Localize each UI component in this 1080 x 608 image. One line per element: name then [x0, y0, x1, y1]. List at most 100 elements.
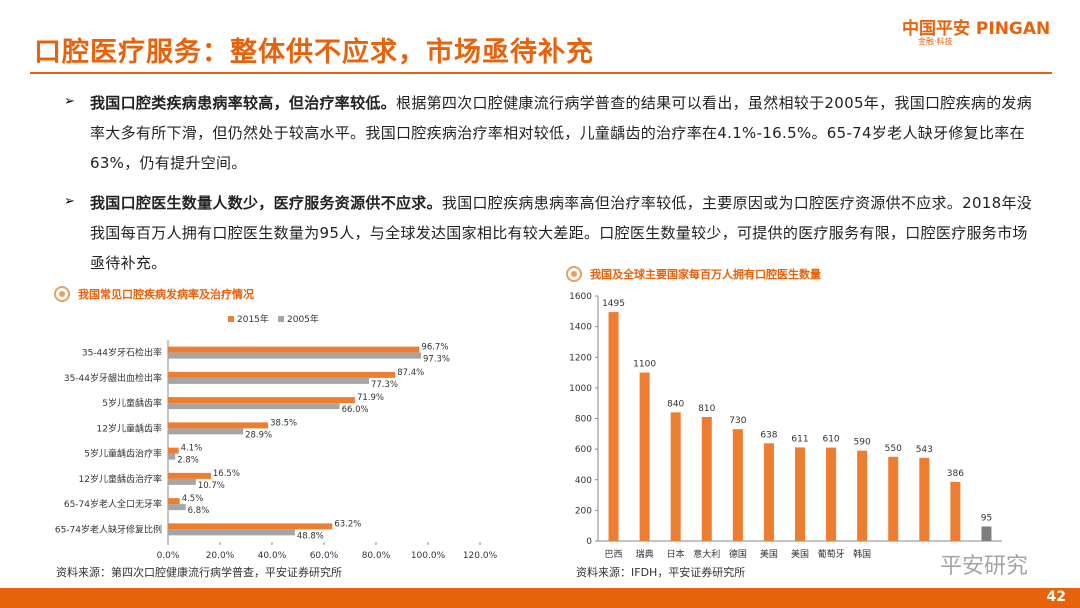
- bar: [857, 450, 868, 541]
- value-label: 840: [667, 399, 684, 409]
- value-label: 1495: [602, 299, 625, 309]
- bullet: 我国口腔医生数量人数少，医疗服务资源供不应求。我国口腔疾病患病率高但治疗率较低，…: [90, 188, 1035, 278]
- bar: [670, 412, 681, 541]
- bar: [950, 481, 961, 541]
- value-label: 386: [947, 469, 964, 479]
- bar: [795, 447, 805, 541]
- bar: [608, 312, 619, 541]
- x-tick-label: 40.0%: [258, 551, 287, 561]
- bar: [701, 416, 712, 541]
- y-tick-label: 65-74岁老人缺牙修复比例: [55, 523, 162, 535]
- y-tick-label: 5岁儿童龋齿治疗率: [84, 448, 162, 460]
- x-tick-label: 美国: [791, 548, 809, 560]
- value-label: 4.5%: [182, 494, 204, 504]
- y-tick-label: 5岁儿童龋齿率: [102, 397, 162, 409]
- title-icon: [59, 291, 65, 297]
- x-tick-label: 60.0%: [310, 551, 339, 561]
- y-tick-label: 600: [575, 445, 592, 455]
- y-tick-label: 200: [575, 506, 592, 516]
- x-tick-label: 120.0%: [463, 551, 498, 561]
- y-tick-label: 400: [575, 476, 592, 486]
- legend-label: 2005年: [287, 313, 319, 325]
- logo-sub: 金融·科技: [918, 37, 953, 46]
- bullet-bold: 我国口腔类疾病患病率较高，但治疗率较低。: [90, 94, 397, 112]
- legend-label: 2015年: [237, 313, 269, 325]
- bar: [168, 422, 269, 429]
- value-label: 6.8%: [188, 506, 210, 516]
- y-tick-label: 1200: [569, 353, 592, 363]
- title-icon: [54, 286, 70, 302]
- title-rule: [30, 72, 1052, 74]
- watermark: 平安研究: [940, 554, 1029, 579]
- bar: [168, 397, 355, 404]
- x-tick-label: 意大利: [693, 548, 720, 560]
- y-tick-label: 1400: [569, 323, 592, 333]
- title-icon: [566, 266, 582, 282]
- bar: [168, 428, 244, 435]
- bar: [168, 498, 180, 505]
- y-tick-label: 35-44岁牙石检出率: [82, 347, 162, 359]
- value-label: 63.2%: [334, 519, 361, 529]
- bar: [168, 352, 421, 359]
- value-label: 77.3%: [371, 380, 398, 390]
- y-tick-label: 12岁儿童龋齿治疗率: [79, 473, 162, 485]
- value-label: 611: [791, 434, 808, 444]
- bar: [919, 457, 930, 541]
- value-label: 638: [760, 430, 777, 440]
- value-label: 28.9%: [245, 430, 272, 440]
- value-label: 543: [916, 445, 933, 455]
- value-label: 16.5%: [213, 469, 240, 479]
- value-label: 96.7%: [421, 343, 448, 353]
- bar: [168, 403, 340, 410]
- x-tick-label: 瑞典: [636, 548, 654, 560]
- bar: [981, 526, 992, 541]
- value-label: 550: [885, 444, 902, 454]
- value-label: 1100: [633, 360, 656, 370]
- bar: [732, 429, 743, 541]
- bar: [168, 447, 179, 454]
- y-tick-label: 0: [586, 537, 592, 547]
- footer-bar: [0, 588, 1080, 608]
- bar: [168, 453, 176, 460]
- value-label: 610: [822, 435, 839, 445]
- bar: [168, 504, 186, 511]
- y-tick-label: 12岁儿童龋齿率: [97, 422, 162, 434]
- legend-swatch: [278, 316, 284, 322]
- chart-title: 我国及全球主要国家每百万人拥有口腔医生数量: [590, 267, 821, 281]
- x-tick-label: 德国: [729, 548, 747, 560]
- bar: [639, 372, 650, 541]
- y-tick-label: 35-44岁牙龈出血检出率: [64, 372, 162, 384]
- page-number: 42: [1046, 589, 1066, 605]
- source: 资料来源：第四次口腔健康流行病学普查，平安证券研究所: [56, 565, 342, 579]
- y-tick-label: 1000: [569, 384, 592, 394]
- bar: [168, 377, 369, 384]
- x-tick-label: 韩国: [853, 548, 871, 560]
- chart-title: 我国常见口腔疾病发病率及治疗情况: [78, 287, 254, 301]
- bar: [168, 371, 396, 378]
- bullet-text: 根据第四次口腔健康流行病学普查的结果可以看出，虽然相较于2005年，我国口腔疾病…: [90, 94, 1033, 172]
- bullet-text: 我国口腔疾病患病率高但治疗率较低，主要原因或为口腔医疗资源供不应求。2018年没…: [90, 194, 1033, 272]
- y-tick-label: 800: [575, 415, 592, 425]
- logo: 中国平安 PINGAN: [902, 19, 1051, 39]
- y-tick-label: 1600: [569, 292, 592, 302]
- x-tick-label: 葡萄牙: [818, 548, 845, 560]
- value-label: 4.1%: [181, 444, 203, 454]
- x-tick-label: 0.0%: [157, 551, 180, 561]
- x-tick-label: 美国: [760, 548, 778, 560]
- value-label: 97.3%: [423, 355, 450, 365]
- bullet-bold: 我国口腔医生数量人数少，医疗服务资源供不应求。: [90, 194, 442, 212]
- bar: [168, 472, 211, 479]
- source: 资料来源：IFDH，平安证券研究所: [576, 565, 745, 579]
- value-label: 10.7%: [198, 481, 225, 491]
- bar: [888, 456, 899, 541]
- bar: [763, 443, 774, 541]
- bar: [168, 523, 333, 530]
- bar: [168, 346, 420, 353]
- value-label: 2.8%: [177, 456, 199, 466]
- value-label: 590: [854, 438, 871, 448]
- bullet-arrow: ➢: [64, 194, 75, 209]
- x-tick-label: 100.0%: [411, 551, 446, 561]
- bar: [168, 529, 295, 536]
- bar: [826, 447, 837, 541]
